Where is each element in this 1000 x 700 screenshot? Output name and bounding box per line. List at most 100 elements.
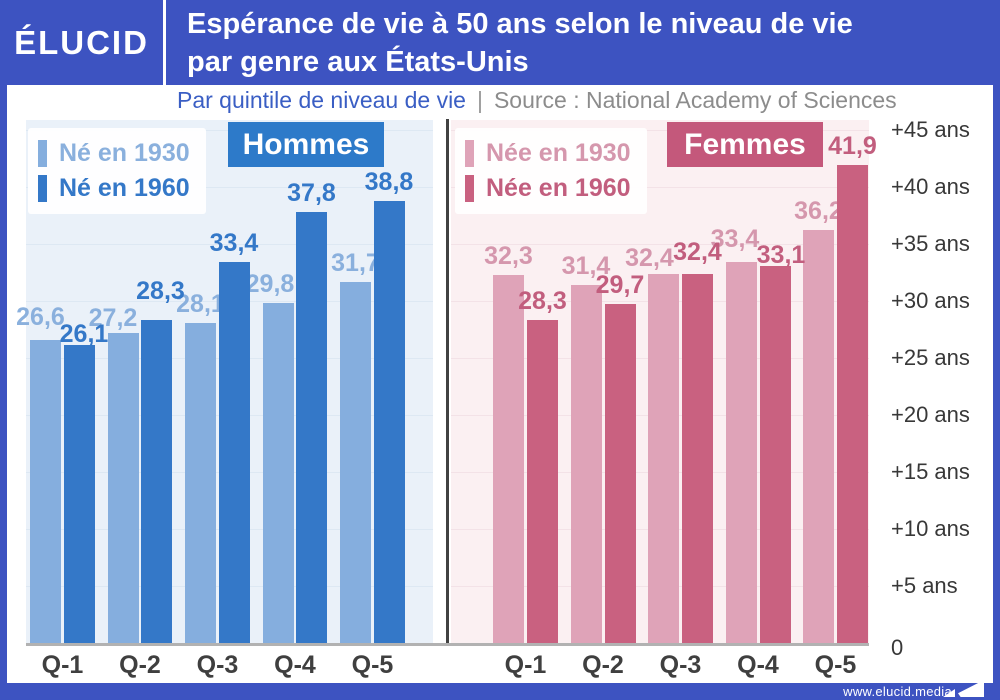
subtitle-bar: Par quintile de niveau de vie | Source : N… [0, 85, 1000, 116]
bar-value-label: 26,6 [16, 302, 65, 331]
gridline [26, 187, 433, 188]
gridline [26, 244, 433, 245]
bar-femmes-1960-q1 [527, 320, 558, 643]
bar-hommes-1930-q1 [30, 339, 61, 643]
gridline [451, 244, 869, 245]
y-axis-label: +5 ans [891, 573, 958, 598]
gridline [451, 130, 869, 131]
elucid-flag-icon [958, 680, 984, 697]
legend-label: Né en 1960 [59, 174, 190, 202]
legend-femmes: Née en 1930 Née en 1960 [455, 128, 647, 214]
bar-value-label: 32,3 [484, 241, 533, 270]
legend-swatch-icon [465, 140, 474, 167]
panel-title-femmes: Femmes [667, 122, 823, 167]
legend-item: Né en 1930 [38, 136, 190, 171]
y-axis-label: +20 ans [891, 402, 970, 427]
bar-value-label: 41,9 [828, 132, 877, 161]
frame-border-right [993, 85, 1000, 700]
bar-femmes-1930-q5 [803, 230, 834, 643]
bar-femmes-1960-q5 [837, 165, 868, 643]
bar-value-label: 29,8 [245, 270, 295, 299]
page-title: Espérance de vie à 50 ans selon le nivea… [187, 5, 853, 81]
legend-label: Née en 1930 [486, 139, 631, 167]
legend-label: Né en 1930 [59, 139, 190, 167]
bar-femmes-1960-q4 [759, 265, 791, 643]
x-axis-label-q-5: Q-5 [814, 651, 857, 679]
x-axis-label-q-5: Q-5 [351, 651, 394, 679]
bar-femmes-1930-q3 [648, 273, 679, 643]
y-axis-label: +35 ans [891, 231, 970, 256]
gridline [451, 187, 869, 188]
x-axis-label-q-4: Q-4 [737, 651, 779, 679]
bar-value-label: 36,2 [794, 197, 843, 226]
x-axis-label-q-3: Q-3 [196, 651, 239, 679]
legend-item: Né en 1960 [38, 171, 190, 206]
legend-swatch-icon [38, 140, 47, 167]
y-axis-label: +25 ans [891, 345, 970, 370]
bar-value-label: 28,3 [518, 287, 567, 316]
y-axis-label: +45 ans [891, 117, 970, 142]
bar-value-label: 32,4 [625, 243, 674, 272]
legend-item: Née en 1930 [465, 136, 631, 171]
y-axis-label: +15 ans [891, 459, 970, 484]
header: ÉLUCID Espérance de vie à 50 ans selon l… [0, 0, 1000, 85]
bar-value-label: 33,1 [756, 240, 806, 269]
x-axis-label-q-2: Q-2 [582, 651, 624, 679]
bar-femmes-1930-q4 [725, 262, 757, 643]
x-axis-label-q-4: Q-4 [274, 651, 316, 679]
bar-value-label: 26,1 [59, 320, 109, 349]
subtitle-text: Par quintile de niveau de vie [177, 87, 466, 113]
y-axis-label: +40 ans [891, 174, 970, 199]
bar-value-label: 37,8 [287, 179, 336, 208]
bar-value-label: 33,4 [710, 225, 760, 254]
x-axis-label-q-2: Q-2 [119, 651, 161, 679]
bar-value-label: 28,1 [176, 289, 225, 318]
bar-hommes-1960-q3 [218, 262, 250, 643]
y-axis-label: 0 [891, 635, 904, 660]
footer-url: www.elucid.media [843, 684, 952, 699]
source-text: Source : National Academy of Sciences [493, 87, 897, 113]
y-axis-label: +30 ans [891, 288, 970, 313]
x-axis-label-q-1: Q-1 [41, 651, 84, 679]
x-axis-label-q-1: Q-1 [504, 651, 547, 679]
x-axis-label-q-3: Q-3 [659, 651, 702, 679]
bar-value-label: 31,7 [331, 248, 380, 277]
brand-logo: ÉLUCID [14, 23, 149, 61]
bar-value-label: 29,7 [595, 271, 645, 300]
elucid-flag-icon [943, 689, 955, 697]
bar-femmes-1960-q2 [604, 304, 636, 643]
bar-hommes-1930-q5 [340, 281, 371, 643]
bar-hommes-1960-q4 [296, 212, 327, 643]
bar-value-label: 28,3 [136, 277, 185, 306]
footer: www.elucid.media [0, 680, 1000, 700]
legend-item: Née en 1960 [465, 171, 631, 206]
legend-swatch-icon [465, 175, 474, 202]
bar-value-label: 32,4 [673, 237, 722, 266]
header-divider [163, 0, 166, 85]
legend-swatch-icon [38, 175, 47, 202]
bar-value-label: 27,2 [88, 303, 138, 332]
bar-value-label: 31,4 [561, 252, 611, 281]
bar-hommes-1960-q5 [373, 200, 405, 643]
panel-divider [446, 119, 449, 645]
x-axis-line [26, 643, 869, 646]
bar-hommes-1930-q4 [262, 303, 294, 643]
bar-value-label: 38,8 [364, 167, 414, 196]
y-axis-label: +10 ans [891, 516, 970, 541]
bar-hommes-1960-q2 [141, 320, 172, 643]
bar-femmes-1930-q2 [570, 285, 602, 643]
subtitle-separator: | [476, 87, 483, 113]
bar-value-label: 33,4 [209, 229, 259, 258]
bar-hommes-1930-q3 [185, 322, 216, 643]
legend-label: Née en 1960 [486, 174, 631, 202]
panel-title-hommes: Hommes [228, 122, 384, 167]
bar-hommes-1960-q1 [63, 345, 95, 643]
frame-border-left [0, 85, 7, 700]
bar-femmes-1930-q1 [493, 274, 524, 643]
page-title-line1: Espérance de vie à 50 ans selon le nivea… [187, 8, 853, 40]
bar-femmes-1960-q3 [682, 273, 713, 643]
legend-hommes: Né en 1930 Né en 1960 [28, 128, 206, 214]
page-title-line2: par genre aux États-Unis [187, 46, 529, 78]
bar-hommes-1930-q2 [107, 332, 139, 643]
